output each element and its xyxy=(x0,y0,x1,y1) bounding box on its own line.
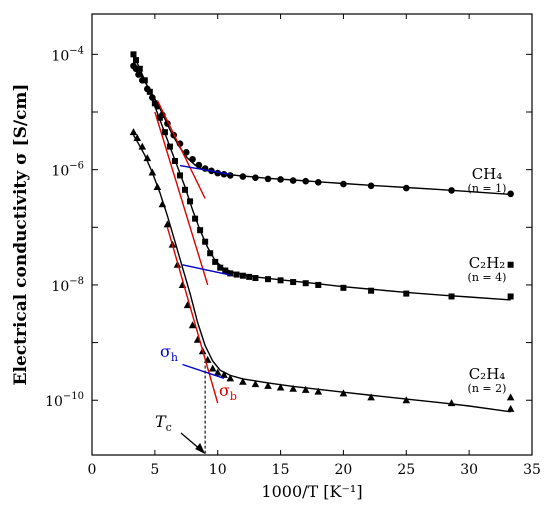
data-point xyxy=(252,275,259,282)
fit-line xyxy=(132,134,511,413)
data-point xyxy=(447,399,456,407)
data-point xyxy=(265,276,271,283)
series-n-label: (n = 1) xyxy=(468,182,507,195)
data-point xyxy=(506,404,515,412)
data-point xyxy=(151,100,158,107)
data-point xyxy=(208,364,217,372)
y-tick-label: 10−6 xyxy=(51,161,84,180)
data-point xyxy=(507,261,514,268)
fit-line xyxy=(182,363,225,379)
data-point xyxy=(507,293,514,300)
y-tick-label: 10−8 xyxy=(51,276,84,295)
x-tick-label: 25 xyxy=(397,462,415,478)
fit-line xyxy=(179,164,231,175)
data-point xyxy=(129,128,138,136)
data-point xyxy=(289,384,297,392)
data-point xyxy=(276,383,285,391)
series-label-c2h2: C₂H₂ xyxy=(469,254,506,272)
data-point xyxy=(302,280,309,287)
data-point xyxy=(130,51,137,58)
data-point xyxy=(239,272,246,279)
data-point xyxy=(189,155,196,163)
fit-layer xyxy=(132,56,511,455)
x-tick-label: 0 xyxy=(88,462,97,478)
y-tick-label: 10−4 xyxy=(51,45,84,64)
sigma-h-label: σh xyxy=(160,342,178,364)
x-tick-label: 15 xyxy=(272,462,290,478)
tc-arrow-head xyxy=(195,443,206,454)
data-point xyxy=(220,370,228,378)
data-point xyxy=(226,374,235,382)
data-point xyxy=(143,154,152,162)
fit-line xyxy=(132,62,511,196)
series-n-label: (n = 4) xyxy=(468,271,507,284)
data-point xyxy=(222,267,229,274)
axes-layer xyxy=(91,13,533,456)
series-c2h2 xyxy=(130,51,514,300)
series-label-ch4: CH₄ xyxy=(472,165,503,183)
x-tick-label: 30 xyxy=(460,462,478,478)
data-point xyxy=(264,381,272,389)
x-axis-title: 1000/T [K⁻¹] xyxy=(261,482,362,501)
data-point xyxy=(315,281,322,288)
sigma-b-label: σb xyxy=(219,381,237,403)
series-c2h4 xyxy=(129,128,515,412)
data-point xyxy=(367,393,375,401)
data-point xyxy=(290,279,297,286)
fit-line xyxy=(154,111,209,286)
text-layer: 0 5 10 15 20 25 30 35 10−4 10−6 10−8 10−10 1000/T [K… xyxy=(11,45,541,501)
tc-label: Tc xyxy=(155,412,172,434)
data-point xyxy=(239,377,247,385)
fit-line xyxy=(134,56,511,301)
x-tick-label: 10 xyxy=(209,462,227,478)
data-point xyxy=(217,264,224,271)
data-point xyxy=(212,258,219,265)
data-point xyxy=(340,284,347,291)
fit-line xyxy=(156,100,206,199)
data-point xyxy=(233,271,240,278)
fit-line xyxy=(182,264,231,276)
x-tick-label: 20 xyxy=(335,462,353,478)
data-point xyxy=(188,321,197,329)
data-point xyxy=(301,385,310,393)
data-point xyxy=(368,287,375,294)
series-n-label: (n = 2) xyxy=(468,382,507,395)
series-label-c2h4: C₂H₄ xyxy=(469,365,506,383)
data-point xyxy=(227,270,234,277)
x-tick-label: 35 xyxy=(523,462,541,478)
data-point xyxy=(403,290,410,297)
plot-frame xyxy=(91,13,533,456)
data-point xyxy=(182,186,189,193)
data-point xyxy=(246,273,253,280)
data-point xyxy=(506,393,515,401)
data-point xyxy=(163,220,172,228)
data-point xyxy=(314,387,323,395)
data-point xyxy=(213,368,222,376)
data-point xyxy=(251,380,260,388)
x-tick-label: 5 xyxy=(150,462,159,478)
series-ch4 xyxy=(130,62,514,198)
y-tick-label: 10−10 xyxy=(45,391,84,410)
y-axis-title: Electrical conductivity σ [S/cm] xyxy=(11,84,31,386)
series-layer xyxy=(129,51,515,412)
